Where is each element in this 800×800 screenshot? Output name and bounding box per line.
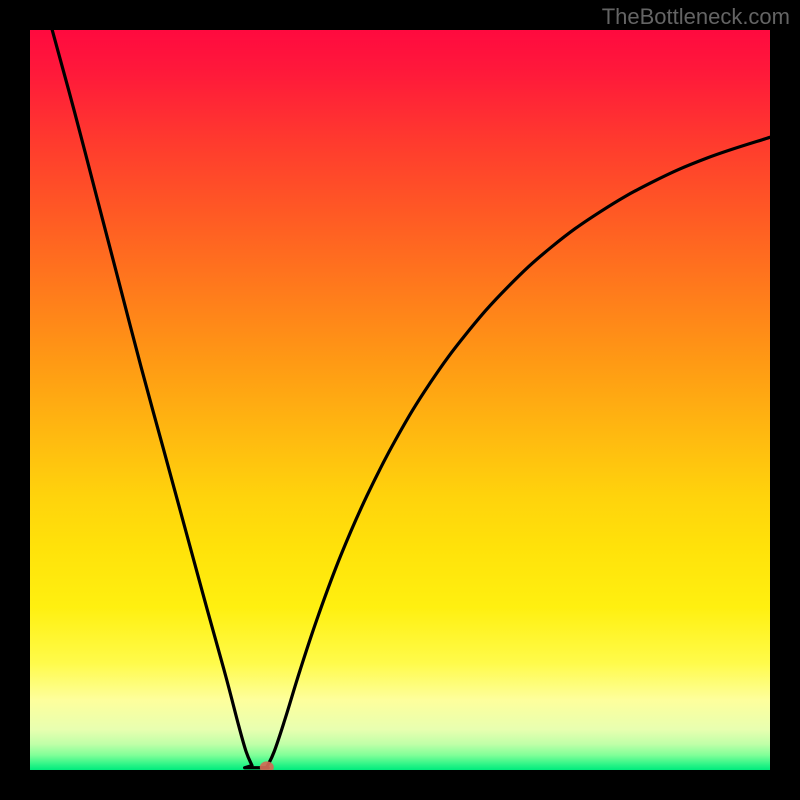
plot-background [30,30,770,770]
chart-container: TheBottleneck.com [0,0,800,800]
watermark-label: TheBottleneck.com [602,4,790,30]
plot-svg [30,30,770,770]
